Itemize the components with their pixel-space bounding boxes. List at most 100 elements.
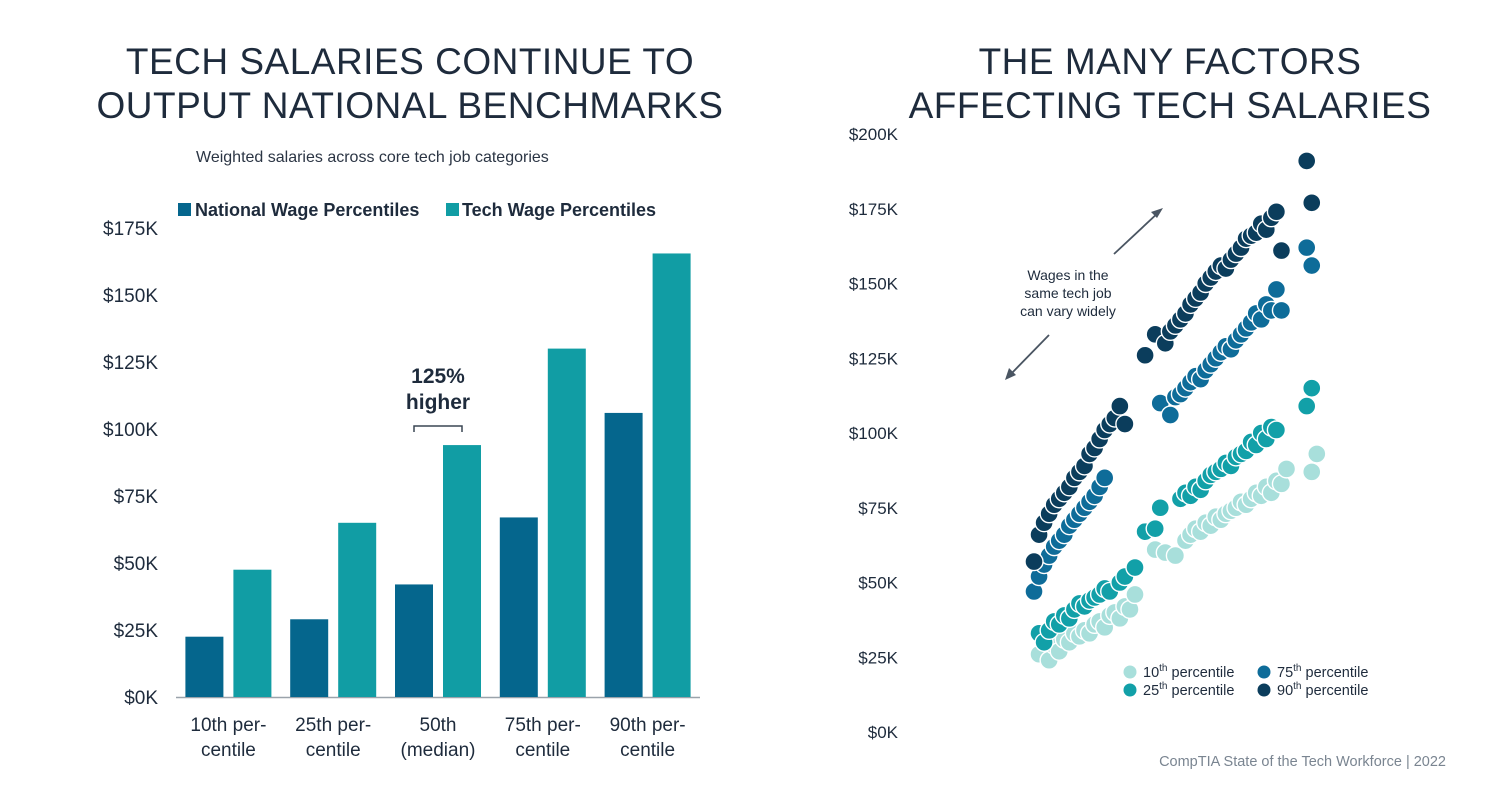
scatter-point-p10: [1165, 545, 1186, 566]
bar-y-tick-label: $50K: [114, 554, 159, 575]
bar-chart-subtitle: Weighted salaries across core tech job c…: [196, 149, 549, 166]
scatter-y-tick-label: $75K: [858, 499, 898, 518]
scatter-y-tick-label: $200K: [849, 125, 899, 144]
bar-legend: National Wage Percentiles Tech Wage Perce…: [178, 200, 656, 220]
scatter-series-p75: [1024, 237, 1322, 602]
legend-marker-p75: [1257, 665, 1271, 679]
bar-chart: National Wage Percentiles Tech Wage Perce…: [103, 200, 700, 761]
scatter-series-p90: [1024, 151, 1322, 572]
scatter-annotation-line-2: same tech job: [1024, 285, 1111, 301]
scatter-point-p90: [1271, 240, 1292, 261]
legend-label-p90: 90th percentile: [1277, 681, 1368, 699]
annotation-bracket: [413, 425, 463, 432]
scatter-point-p90: [1024, 551, 1044, 572]
left-chart-title: TECH SALARIES CONTINUE TO OUTPUT NATIONA…: [60, 40, 760, 128]
scatter-annotation: Wages in the same tech job can vary widely: [1005, 208, 1163, 380]
scatter-point-p90: [1296, 151, 1317, 171]
bar-y-tick-label: $0K: [124, 688, 158, 709]
right-title-line-1: THE MANY FACTORS: [978, 41, 1362, 82]
scatter-point-p10: [1307, 444, 1327, 464]
scatter-point-p10: [1125, 584, 1145, 605]
bar-y-tick-label: $175K: [103, 219, 158, 240]
bar-tech: [338, 522, 377, 697]
category-label-line-1: 25th per-: [295, 715, 371, 736]
left-title-line-2: OUTPUT NATIONAL BENCHMARKS: [96, 85, 724, 126]
scatter-series-p25: [1029, 378, 1322, 652]
legend-label-national: National Wage Percentiles: [195, 200, 419, 220]
category-label-line-2: centile: [620, 740, 675, 761]
category-label-line-1: 75th per-: [505, 715, 581, 736]
scatter-point-p90: [1110, 396, 1130, 416]
bar-tech: [233, 569, 272, 697]
bar-y-tick-label: $150K: [103, 286, 158, 307]
bar-tech: [547, 348, 586, 697]
scatter-point-p75: [1302, 255, 1322, 276]
scatter-point-p90: [1266, 202, 1287, 222]
scatter-y-tick-label: $150K: [849, 275, 899, 294]
category-label-line-1: 50th: [420, 715, 457, 736]
scatter-point-p90: [1302, 193, 1322, 213]
category-label-line-2: centile: [515, 740, 570, 761]
legend-label-p10: 10th percentile: [1143, 663, 1234, 681]
scatter-point-p10: [1302, 462, 1322, 482]
scatter-point-p25: [1266, 420, 1287, 440]
annotation-line-1: 125%: [411, 365, 465, 388]
scatter-point-p90: [1115, 414, 1135, 434]
bar-tech: [652, 253, 691, 697]
bar-y-tick-label: $125K: [103, 353, 158, 374]
scatter-point-p75: [1266, 279, 1287, 300]
scatter-point-p25: [1125, 557, 1145, 578]
scatter-point-p25: [1145, 518, 1165, 539]
scatter-point-p25: [1302, 378, 1322, 398]
bar-y-tick-label: $25K: [114, 621, 159, 642]
category-label-line-2: (median): [401, 740, 476, 761]
arrow-up-right-line: [1113, 210, 1161, 255]
scatter-point-p90: [1135, 345, 1155, 365]
bar-national: [290, 619, 329, 697]
legend-label-p25: 25th percentile: [1143, 681, 1234, 699]
bar-national: [499, 517, 538, 697]
source-caption: CompTIA State of the Tech Workforce | 20…: [1159, 754, 1446, 770]
legend-label-tech: Tech Wage Percentiles: [462, 200, 656, 220]
bar-y-tick-label: $100K: [103, 420, 158, 441]
scatter-y-tick-label: $0K: [868, 723, 899, 742]
left-title-line-1: TECH SALARIES CONTINUE TO: [125, 41, 695, 82]
scatter-point-p75: [1160, 405, 1181, 425]
category-label-line-1: 90th per-: [610, 715, 686, 736]
bar-tech: [443, 445, 481, 697]
scatter-annotation-line-3: can vary widely: [1020, 303, 1116, 319]
scatter-y-tick-label: $175K: [849, 200, 899, 219]
category-label-line-2: centile: [306, 740, 361, 761]
difference-annotation: 125% higher: [406, 365, 470, 432]
scatter-point-p10: [1276, 459, 1297, 479]
bar-national: [604, 412, 643, 697]
legend-marker-p25: [1123, 683, 1137, 697]
scatter-annotation-line-1: Wages in the: [1027, 267, 1108, 283]
scatter-point-p25: [1150, 498, 1170, 518]
legend-swatch-tech: [446, 203, 459, 216]
category-label-line-1: 10th per-: [190, 715, 266, 736]
right-chart-title: THE MANY FACTORS AFFECTING TECH SALARIES: [870, 40, 1470, 128]
right-title-line-2: AFFECTING TECH SALARIES: [908, 85, 1432, 126]
scatter-y-tick-label: $50K: [858, 574, 898, 593]
scatter-point-p25: [1296, 396, 1317, 416]
scatter-point-p75: [1271, 300, 1292, 321]
scatter-point-p75: [1094, 468, 1115, 488]
scatter-y-tick-label: $25K: [858, 648, 898, 667]
arrow-down-left-line: [1007, 334, 1050, 378]
category-label-line-2: centile: [201, 740, 256, 761]
legend-label-p75: 75th percentile: [1277, 663, 1368, 681]
bar-national: [395, 584, 433, 697]
scatter-y-tick-label: $100K: [849, 424, 899, 443]
annotation-line-2: higher: [406, 391, 470, 414]
legend-marker-p90: [1257, 683, 1271, 697]
legend-swatch-national: [178, 203, 191, 216]
legend-marker-p10: [1123, 665, 1137, 679]
bar-y-tick-label: $75K: [114, 487, 159, 508]
bar-national: [185, 636, 224, 697]
scatter-point-p75: [1296, 237, 1317, 258]
scatter-series-p10: [1029, 444, 1327, 670]
arrow-down-left-head: [1005, 368, 1016, 380]
